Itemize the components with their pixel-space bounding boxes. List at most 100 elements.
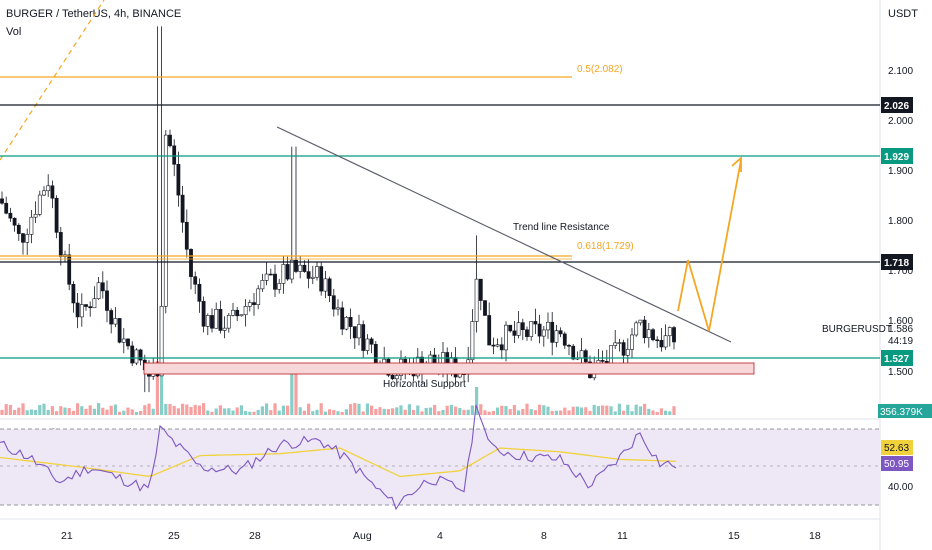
candle-body [273, 273, 277, 290]
volume-bar [42, 403, 46, 415]
x-tick-8: 8 [541, 530, 547, 542]
volume-bar [420, 411, 424, 415]
candle-body [21, 233, 25, 243]
candle-body [344, 317, 349, 330]
candle-body [298, 264, 303, 272]
volume-bar [273, 403, 277, 415]
volume-bar [630, 411, 634, 415]
candles [0, 26, 676, 393]
volume-bar [155, 361, 159, 415]
volume-bar [655, 411, 659, 415]
volume-bar [17, 407, 21, 415]
candle-body [302, 264, 307, 272]
volume-bar [588, 410, 592, 415]
volume-bar [172, 405, 176, 415]
volume-bar [580, 407, 584, 415]
candle-body [609, 345, 613, 364]
volume-bar [302, 410, 306, 415]
badge-2026: 2.026 [884, 101, 909, 112]
candle-body [126, 338, 130, 347]
volume-bar [361, 411, 365, 415]
candle-body [205, 315, 210, 327]
y-tick-1700: 1.700 [888, 266, 913, 277]
volume-bar [63, 407, 67, 415]
volume-bar [118, 411, 122, 415]
volume-bar [475, 387, 479, 415]
volume-bar [164, 403, 168, 415]
volume-bar [651, 410, 655, 415]
candle-body [667, 327, 672, 337]
volume-bar [659, 408, 663, 415]
candle-body [516, 322, 521, 336]
volume-bar [101, 407, 105, 415]
candle-body [222, 327, 227, 331]
volume-bar [664, 410, 668, 415]
volume-bar [256, 409, 260, 415]
candle-body [113, 318, 118, 325]
volume-bar [130, 409, 134, 415]
candle-body [46, 185, 51, 192]
fib-0.618-label: 0.618(1.729) [577, 241, 634, 252]
volume-bar [248, 411, 252, 415]
candle-body [243, 306, 248, 316]
trend-annotation: Trend line Resistance [513, 222, 610, 233]
candle-body [294, 259, 298, 272]
badge-2026-bg [881, 97, 913, 113]
symbol-title: BURGER / TetherUS, 4h, BINANCE [6, 8, 182, 20]
volume-bar [290, 370, 294, 415]
volume-bar [668, 411, 672, 415]
candle-body [520, 322, 525, 331]
volume-bar [403, 409, 407, 415]
volume-bar [55, 411, 59, 415]
candle-body [226, 315, 231, 329]
candle-body [180, 194, 185, 223]
volume-bar [504, 406, 508, 415]
candle-body [642, 319, 647, 339]
volume-bar [231, 410, 235, 415]
volume-bar [596, 406, 600, 415]
volume-bar [189, 407, 193, 415]
candle-body [109, 310, 114, 325]
candle-body [672, 327, 676, 343]
volume-bar [643, 403, 647, 415]
candle-body [189, 248, 193, 277]
candle-body [71, 283, 76, 304]
volume-bar [617, 403, 621, 415]
volume-bar [76, 403, 80, 415]
candle-body [172, 145, 177, 165]
candle-body [197, 283, 202, 302]
volume-bar [638, 406, 642, 415]
candle-body [491, 344, 496, 347]
volume-bar [252, 411, 256, 415]
volume-bar [92, 408, 96, 415]
volume-bar [349, 404, 353, 415]
volume-bar [605, 405, 609, 415]
candle-body [319, 266, 324, 292]
candle-body [600, 360, 605, 362]
volume-bar [416, 405, 420, 415]
candle-body [281, 264, 286, 284]
volume-bar [88, 405, 92, 415]
volume-bar [206, 410, 210, 415]
volume-bar [311, 411, 315, 415]
candle-body [554, 330, 559, 343]
badge-1929: 1.929 [884, 152, 909, 163]
candle-body [508, 324, 513, 332]
volume-bar [181, 403, 185, 415]
badge-1929-bg [881, 148, 913, 164]
fib-diagonal [0, 0, 105, 161]
candle-body [567, 344, 571, 347]
volume-bar [374, 409, 378, 415]
trend-line [276, 126, 732, 343]
candle-body [499, 344, 504, 351]
volume-bar [134, 411, 138, 415]
candle-body [256, 288, 261, 305]
candle-body [37, 194, 42, 215]
candle-body [92, 298, 97, 309]
candle-body [50, 185, 55, 199]
candle-body [659, 340, 664, 348]
volume-bar [491, 410, 495, 415]
volume-bar [239, 405, 243, 415]
volume-bar [298, 407, 302, 415]
